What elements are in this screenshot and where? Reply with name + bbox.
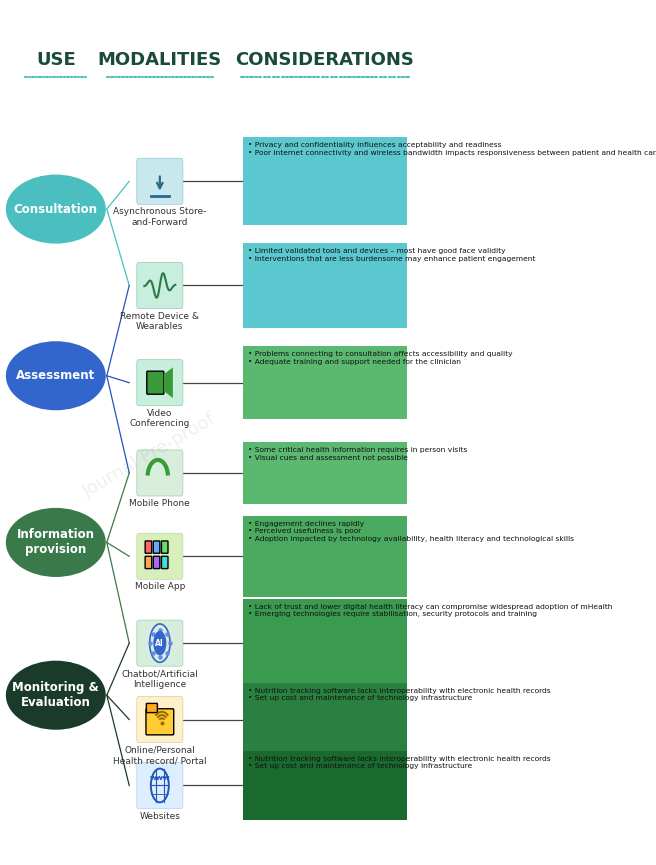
FancyBboxPatch shape	[137, 696, 183, 742]
Polygon shape	[164, 368, 173, 398]
Text: Video
Conferencing: Video Conferencing	[130, 409, 190, 428]
Ellipse shape	[6, 341, 106, 410]
Text: AI: AI	[155, 638, 164, 648]
Text: USE: USE	[36, 51, 75, 69]
Text: Consultation: Consultation	[14, 202, 98, 215]
FancyBboxPatch shape	[137, 450, 183, 496]
Text: • Nutrition tracking software lacks interoperability with electronic health reco: • Nutrition tracking software lacks inte…	[247, 755, 550, 769]
FancyBboxPatch shape	[147, 371, 164, 394]
Ellipse shape	[6, 508, 106, 577]
Text: Mobile App: Mobile App	[134, 582, 185, 592]
FancyBboxPatch shape	[243, 683, 407, 756]
FancyBboxPatch shape	[137, 620, 183, 666]
FancyBboxPatch shape	[137, 360, 183, 406]
Circle shape	[151, 769, 169, 803]
Text: Asynchronous Store-
and-Forward: Asynchronous Store- and-Forward	[113, 208, 207, 227]
Text: CONSIDERATIONS: CONSIDERATIONS	[236, 51, 415, 69]
FancyBboxPatch shape	[154, 541, 160, 554]
Text: Information
provision: Information provision	[17, 529, 95, 556]
FancyBboxPatch shape	[243, 599, 407, 688]
Text: MODALITIES: MODALITIES	[98, 51, 222, 69]
Text: Journal Pre-proof: Journal Pre-proof	[80, 410, 219, 501]
Text: • Privacy and confidentiality influences acceptability and readiness
• Poor inte: • Privacy and confidentiality influences…	[247, 142, 656, 156]
Text: Websites: Websites	[139, 811, 180, 821]
FancyBboxPatch shape	[161, 556, 168, 568]
Text: • Problems connecting to consultation affects accessibility and quality
• Adequa: • Problems connecting to consultation af…	[247, 351, 512, 365]
Text: • Some critical health information requires in person visits
• Visual cues and a: • Some critical health information requi…	[247, 447, 467, 461]
Circle shape	[154, 631, 167, 656]
Text: Mobile Phone: Mobile Phone	[129, 499, 190, 508]
FancyBboxPatch shape	[154, 556, 160, 568]
FancyBboxPatch shape	[243, 442, 407, 503]
Text: Chatbot/Artificial
Intelligence: Chatbot/Artificial Intelligence	[121, 670, 198, 689]
Ellipse shape	[6, 175, 106, 244]
Text: • Lack of trust and lower digital health literacy can compromise widespread adop: • Lack of trust and lower digital health…	[247, 604, 612, 618]
FancyBboxPatch shape	[137, 534, 183, 580]
FancyBboxPatch shape	[243, 751, 407, 820]
FancyBboxPatch shape	[145, 556, 152, 568]
FancyBboxPatch shape	[145, 541, 152, 554]
FancyBboxPatch shape	[137, 262, 183, 309]
FancyBboxPatch shape	[243, 346, 407, 420]
Text: Online/Personal
Health record/ Portal: Online/Personal Health record/ Portal	[113, 746, 207, 765]
FancyBboxPatch shape	[243, 138, 407, 226]
Text: Monitoring &
Evaluation: Monitoring & Evaluation	[12, 682, 99, 709]
Text: Remote Device &
Wearables: Remote Device & Wearables	[120, 311, 199, 331]
FancyBboxPatch shape	[137, 762, 183, 809]
FancyBboxPatch shape	[137, 158, 183, 204]
Text: • Engagement declines rapidly
• Perceived usefulness is poor
• Adoption impacted: • Engagement declines rapidly • Perceive…	[247, 521, 573, 542]
FancyBboxPatch shape	[146, 703, 157, 713]
Text: Assessment: Assessment	[16, 369, 95, 382]
FancyBboxPatch shape	[243, 516, 407, 597]
Text: WWW: WWW	[150, 776, 170, 781]
FancyBboxPatch shape	[146, 708, 174, 735]
FancyBboxPatch shape	[161, 541, 168, 554]
FancyBboxPatch shape	[243, 243, 407, 328]
Text: • Nutrition tracking software lacks interoperability with electronic health reco: • Nutrition tracking software lacks inte…	[247, 688, 550, 702]
Ellipse shape	[6, 661, 106, 730]
Text: • Limited validated tools and devices – most have good face validity
• Intervent: • Limited validated tools and devices – …	[247, 248, 535, 261]
